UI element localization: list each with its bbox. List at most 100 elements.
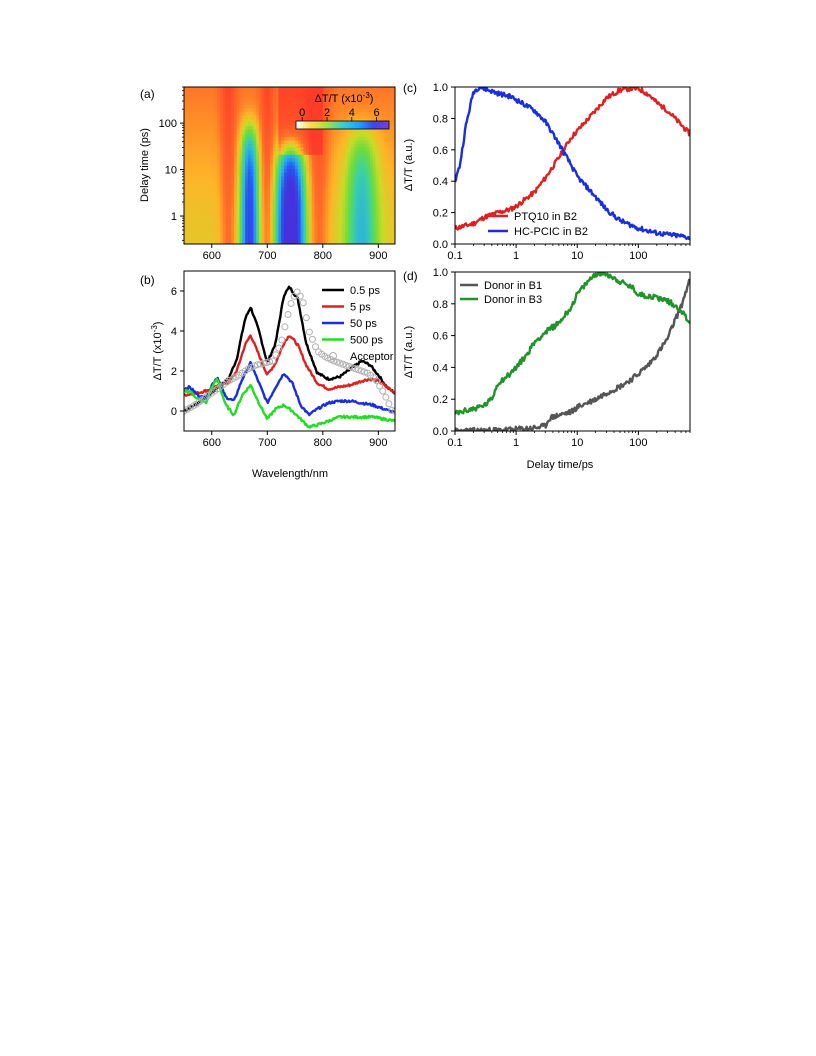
heatmap-cell bbox=[342, 176, 346, 181]
heatmap-cell bbox=[325, 240, 329, 244]
heatmap-cell bbox=[184, 176, 188, 181]
heatmap-cell bbox=[383, 201, 388, 206]
heatmap-cell bbox=[192, 165, 196, 170]
heatmap-cell bbox=[345, 183, 349, 188]
heatmap-cell bbox=[186, 229, 191, 234]
heatmap-cell bbox=[281, 119, 285, 124]
heatmap-cell bbox=[361, 104, 366, 110]
heatmap-cell bbox=[383, 215, 388, 220]
heatmap-cell bbox=[333, 165, 338, 170]
heatmap-cell bbox=[286, 211, 291, 217]
heatmap-cell bbox=[311, 87, 316, 92]
heatmap-cell bbox=[186, 190, 191, 195]
heatmap-cell bbox=[370, 87, 374, 92]
heatmap-cell bbox=[342, 240, 346, 244]
heatmap-cell bbox=[381, 115, 385, 120]
heatmap-cell bbox=[317, 97, 321, 102]
heatmap-cell bbox=[367, 136, 371, 142]
heatmap-cell bbox=[225, 133, 230, 138]
heatmap-cell bbox=[206, 183, 210, 188]
heatmap-cell bbox=[295, 111, 299, 117]
data-point bbox=[281, 323, 289, 331]
heatmap-cell bbox=[195, 233, 199, 238]
heatmap-cell bbox=[245, 133, 249, 138]
heatmap-cell bbox=[295, 172, 299, 177]
heatmap-cell bbox=[236, 194, 241, 199]
heatmap-cell bbox=[375, 104, 379, 110]
heatmap-cell bbox=[353, 219, 357, 224]
heatmap-cell bbox=[245, 172, 249, 177]
heatmap-cell bbox=[375, 176, 379, 181]
heatmap-cell bbox=[306, 169, 310, 174]
heatmap-cell bbox=[383, 133, 388, 138]
heatmap-cell bbox=[311, 129, 316, 134]
heatmap-cell bbox=[211, 111, 216, 117]
heatmap-cell bbox=[372, 129, 377, 134]
heatmap-cell bbox=[283, 186, 288, 192]
heatmap-cell bbox=[317, 222, 321, 227]
heatmap-cell bbox=[392, 236, 395, 242]
heatmap-cell bbox=[206, 161, 210, 167]
heatmap-cell bbox=[317, 147, 321, 152]
heatmap-cell bbox=[203, 129, 207, 134]
heatmap-cell bbox=[378, 140, 382, 145]
heatmap-cell bbox=[336, 201, 341, 206]
heatmap-cell bbox=[283, 172, 288, 177]
heatmap-cell bbox=[322, 161, 327, 167]
heatmap-cell bbox=[289, 140, 293, 145]
heatmap-cell bbox=[208, 179, 213, 184]
heatmap-cell bbox=[322, 154, 327, 159]
heatmap-cell bbox=[370, 179, 374, 184]
heatmap-cell bbox=[264, 197, 268, 202]
heatmap-cell bbox=[283, 94, 288, 99]
heatmap-cell bbox=[186, 226, 191, 231]
heatmap-cell bbox=[256, 226, 260, 231]
heatmap-cell bbox=[245, 144, 249, 149]
heatmap-cell bbox=[233, 222, 238, 227]
heatmap-cell bbox=[361, 229, 366, 234]
heatmap-cell bbox=[189, 190, 193, 195]
heatmap-cell bbox=[200, 94, 205, 99]
heatmap-cell bbox=[225, 226, 230, 231]
heatmap-cell bbox=[295, 90, 299, 95]
heatmap-cell bbox=[356, 144, 360, 149]
heatmap-cell bbox=[228, 215, 232, 220]
heatmap-cell bbox=[225, 94, 230, 99]
heatmap-cell bbox=[375, 151, 379, 156]
heatmap-cell bbox=[314, 111, 318, 117]
heatmap-cell bbox=[261, 133, 266, 138]
heatmap-cell bbox=[253, 233, 257, 238]
heatmap-cell bbox=[272, 108, 277, 113]
heatmap-cell bbox=[253, 144, 257, 149]
heatmap-cell bbox=[220, 101, 224, 106]
heatmap-cell bbox=[208, 226, 213, 231]
heatmap-cell bbox=[220, 161, 224, 167]
heatmap-cell bbox=[289, 158, 293, 163]
heatmap-cell bbox=[333, 215, 338, 220]
heatmap-cell bbox=[358, 219, 363, 224]
heatmap-cell bbox=[247, 229, 252, 234]
heatmap-cell bbox=[272, 179, 277, 184]
heatmap-cell bbox=[203, 172, 207, 177]
heatmap-cell bbox=[370, 147, 374, 152]
heatmap-cell bbox=[331, 219, 335, 224]
legend-entry: PTQ10 in B2 bbox=[488, 211, 577, 223]
heatmap-cell bbox=[264, 151, 268, 156]
heatmap-cell bbox=[389, 129, 393, 134]
heatmap-cell bbox=[342, 186, 346, 192]
heatmap-cell bbox=[242, 94, 246, 99]
heatmap-cell bbox=[264, 176, 268, 181]
heatmap-cell bbox=[372, 219, 377, 224]
heatmap-cell bbox=[383, 101, 388, 106]
heatmap-cell bbox=[372, 186, 377, 192]
heatmap-cell bbox=[333, 161, 338, 167]
heatmap-cell bbox=[392, 97, 395, 102]
heatmap-cell bbox=[256, 165, 260, 170]
heatmap-cell bbox=[206, 211, 210, 217]
heatmap-cell bbox=[389, 176, 393, 181]
y-tick-label: 0.6 bbox=[433, 145, 448, 157]
heatmap-cell bbox=[383, 129, 388, 134]
heatmap-cell bbox=[308, 115, 313, 120]
